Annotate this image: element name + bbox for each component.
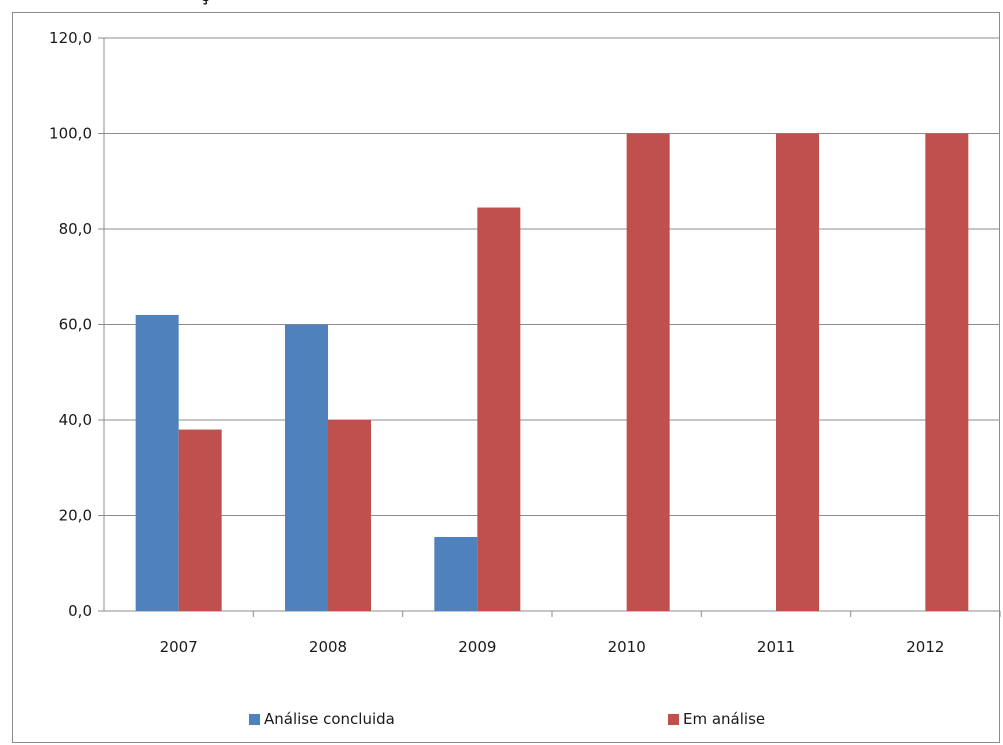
x-axis: 2007 2008 2009 2010 2011 2012 (104, 610, 1001, 656)
legend-swatch-series-2 (668, 713, 679, 725)
bar-2012-series-2 (925, 133, 969, 611)
x-tick-label: 2010 (608, 638, 646, 656)
bar-2007-series-1 (135, 314, 179, 611)
legend-item-series-2: Em análise (668, 707, 765, 731)
y-tick-label: 40,0 (59, 411, 92, 429)
gridlines (104, 37, 1000, 516)
legend-swatch-series-1 (249, 713, 260, 725)
legend-label-series-1: Análise concluida (264, 710, 395, 728)
x-tick-label: 2009 (458, 638, 496, 656)
y-tick-label: 60,0 (59, 316, 92, 334)
y-tick-label: 120,0 (49, 29, 92, 47)
bar-2011-series-2 (776, 133, 819, 611)
y-tick-label: 0,0 (68, 602, 92, 620)
bar-2008-series-2 (328, 420, 371, 611)
bar-2009-series-1 (434, 536, 478, 611)
bar-2008-series-1 (285, 324, 328, 611)
y-tick-label: 80,0 (59, 220, 92, 238)
bar-2007-series-2 (178, 429, 222, 611)
chart-title-fragment: ç (200, 0, 209, 5)
x-tick-label: 2011 (757, 638, 795, 656)
bar-2010-series-2 (626, 133, 670, 611)
y-tick-label: 20,0 (59, 507, 92, 525)
y-tick-label: 100,0 (49, 125, 92, 143)
bars (135, 133, 969, 611)
x-tick-label: 2008 (309, 638, 347, 656)
x-tick-label: 2007 (160, 638, 198, 656)
legend-item-series-1: Análise concluida (249, 707, 395, 731)
y-axis: 0,0 20,0 40,0 60,0 80,0 100,0 120,0 (49, 29, 105, 620)
x-tick-label: 2012 (906, 638, 944, 656)
legend-label-series-2: Em análise (683, 710, 766, 728)
bar-2009-series-2 (477, 207, 521, 611)
